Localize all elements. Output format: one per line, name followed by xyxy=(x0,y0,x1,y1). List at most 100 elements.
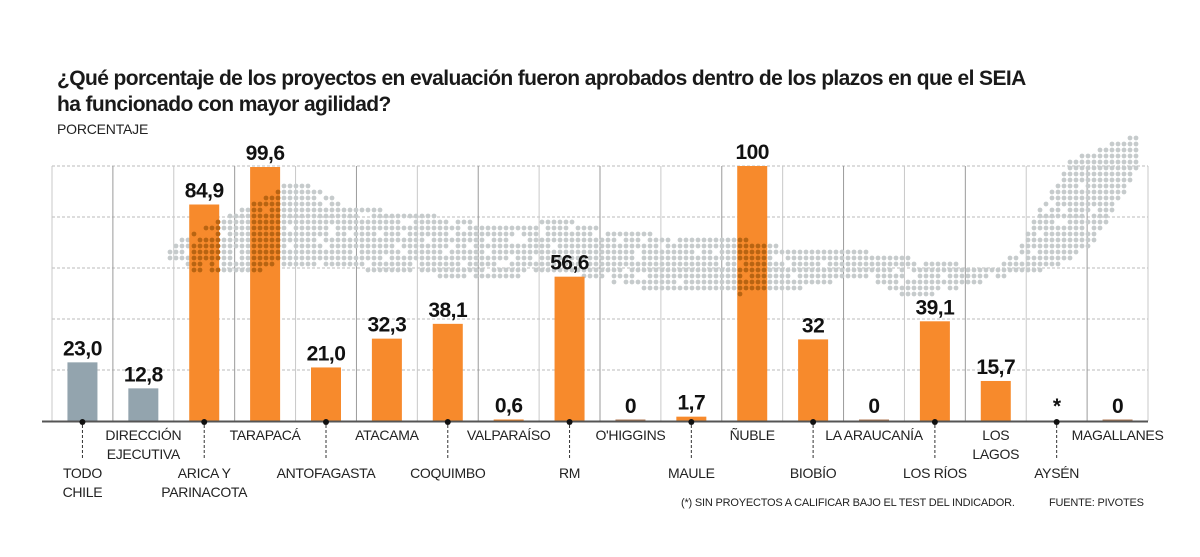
category-label: LOS RÍOS xyxy=(903,465,967,481)
map-dot xyxy=(1055,231,1061,237)
map-dot xyxy=(791,255,797,261)
map-dot xyxy=(371,249,377,255)
bar[interactable] xyxy=(311,367,341,421)
bar[interactable] xyxy=(371,338,402,421)
map-dot xyxy=(731,255,737,261)
map-dot xyxy=(737,273,743,279)
map-dot xyxy=(599,243,605,249)
leader-dot xyxy=(444,419,451,425)
bar-zero[interactable] xyxy=(1102,419,1133,422)
bar[interactable] xyxy=(189,204,220,421)
map-dot xyxy=(335,243,341,249)
map-dot xyxy=(839,255,845,261)
bar[interactable] xyxy=(432,323,463,421)
map-dot xyxy=(1079,213,1085,219)
map-dot xyxy=(545,267,551,273)
value-label: 56,6 xyxy=(550,252,589,275)
map-dot xyxy=(617,249,623,255)
bar[interactable] xyxy=(554,276,585,421)
map-dot xyxy=(1067,255,1073,261)
map-dot xyxy=(713,237,719,243)
map-dot xyxy=(959,273,965,279)
map-dot xyxy=(449,255,455,261)
map-dot xyxy=(389,267,395,273)
map-dot xyxy=(1061,249,1067,255)
map-dot xyxy=(731,267,737,273)
map-dot xyxy=(1073,201,1079,207)
map-dot xyxy=(185,237,191,243)
map-dot xyxy=(419,225,425,231)
map-dot xyxy=(287,231,293,237)
bar[interactable] xyxy=(128,388,159,421)
map-dot xyxy=(647,255,653,261)
map-dot xyxy=(317,189,323,195)
map-dot xyxy=(1091,237,1097,243)
map-dot xyxy=(437,231,443,237)
map-dot xyxy=(533,225,539,231)
map-dot xyxy=(923,285,929,291)
category-label: DIRECCIÓN xyxy=(105,427,181,443)
map-dot xyxy=(239,237,245,243)
map-dot xyxy=(1085,207,1091,213)
map-dot xyxy=(677,255,683,261)
bar[interactable] xyxy=(798,339,829,421)
map-dot xyxy=(389,219,395,225)
map-dot xyxy=(791,279,797,285)
category-label: ARICA Y xyxy=(178,465,232,481)
map-dot xyxy=(731,273,737,279)
bar[interactable] xyxy=(676,416,707,421)
bar-zero[interactable] xyxy=(859,419,889,422)
map-dot xyxy=(821,279,827,285)
map-dot xyxy=(1067,183,1073,189)
map-dot xyxy=(539,237,545,243)
map-dot xyxy=(635,261,641,267)
bar[interactable] xyxy=(67,362,98,421)
bar[interactable] xyxy=(493,419,524,421)
map-dot xyxy=(245,249,251,255)
map-dot xyxy=(497,231,503,237)
map-dot xyxy=(551,219,557,225)
map-dot xyxy=(179,249,185,255)
map-dot xyxy=(1055,213,1061,219)
map-dot xyxy=(815,249,821,255)
leader-dot xyxy=(1053,419,1060,425)
bar[interactable] xyxy=(919,321,950,421)
map-dot xyxy=(461,243,467,249)
map-dot xyxy=(293,201,299,207)
map-dot xyxy=(293,231,299,237)
map-dot xyxy=(857,267,863,273)
map-dot xyxy=(269,249,275,255)
map-dot xyxy=(227,237,233,243)
map-dot xyxy=(563,243,569,249)
map-dot xyxy=(875,267,881,273)
map-dot xyxy=(611,273,617,279)
map-dot xyxy=(803,273,809,279)
bar[interactable] xyxy=(980,380,1011,421)
map-dot xyxy=(407,255,413,261)
map-dot xyxy=(1121,177,1127,183)
map-dot xyxy=(713,273,719,279)
map-dot xyxy=(1067,177,1073,183)
map-dot xyxy=(881,261,887,267)
map-dot xyxy=(383,243,389,249)
map-dot xyxy=(347,225,353,231)
bar-zero[interactable] xyxy=(615,419,646,422)
map-dot xyxy=(317,255,323,261)
map-dot xyxy=(275,237,281,243)
map-dot xyxy=(1061,183,1067,189)
map-dot xyxy=(689,261,695,267)
map-dot xyxy=(623,261,629,267)
map-dot xyxy=(965,273,971,279)
map-dot xyxy=(677,249,683,255)
map-dot xyxy=(233,231,239,237)
map-dot xyxy=(587,261,593,267)
map-dot xyxy=(581,249,587,255)
category-label: CHILE xyxy=(63,484,103,500)
map-dot xyxy=(563,267,569,273)
map-dot xyxy=(1127,165,1133,171)
map-dot xyxy=(209,225,215,231)
map-dot xyxy=(485,231,491,237)
map-dot xyxy=(557,231,563,237)
map-dot xyxy=(695,279,701,285)
